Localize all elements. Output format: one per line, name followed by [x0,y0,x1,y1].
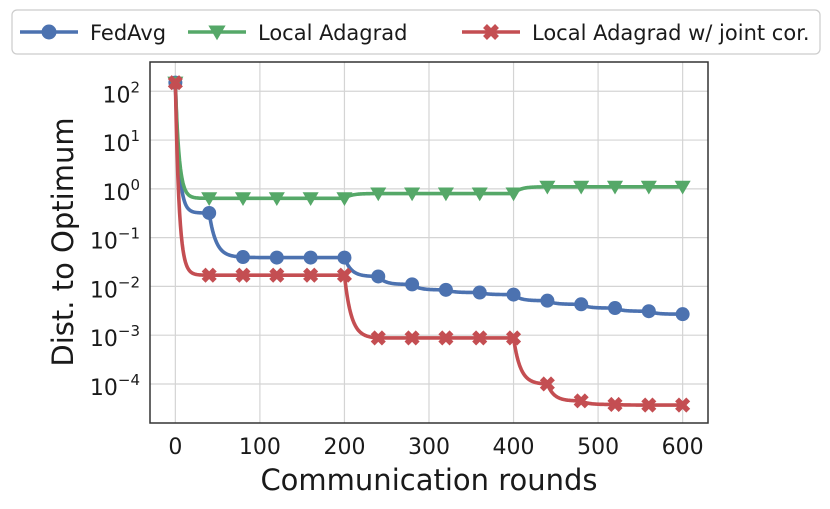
data-point [236,250,250,265]
y-tick-label: 100 [102,176,140,206]
data-point [404,187,421,202]
data-point [437,187,454,202]
series-line [173,82,684,316]
data-point [573,180,590,195]
data-point [574,297,589,312]
x-tick-label: 0 [168,435,182,460]
series-2 [167,75,691,413]
data-point [370,187,387,202]
grid [150,62,708,423]
x-tick-label: 400 [493,435,535,460]
legend-label: Local Adagrad w/ joint cor. [532,21,810,45]
data-point [506,287,521,302]
data-point [235,267,251,283]
x-tick-label: 300 [408,435,450,460]
data-point [269,250,284,265]
data-point [606,180,624,195]
data-point [608,301,622,316]
data-point [201,267,217,283]
data-point [337,250,352,265]
data-point [370,330,386,346]
x-tick-labels: 0 100 200 300 400 500 600 [168,435,703,460]
y-tick-label: 10−4 [90,371,140,401]
y-axis-label: Dist. to Optimum [46,117,80,366]
data-point [472,285,487,300]
legend-marker [483,24,499,40]
series-line [173,82,684,201]
data-point [539,180,556,195]
data-point [472,330,488,346]
y-tick-label: 101 [102,127,140,157]
data-point [438,282,453,297]
legend: FedAvg Local Adagrad Local Adagrad w/ join… [11,9,821,55]
data-point [640,180,657,195]
data-point [336,192,353,206]
legend-label: Local Adagrad [258,21,407,45]
y-tick-label: 102 [102,78,140,108]
data-point [302,192,319,206]
data-point [404,330,420,346]
y-tick-labels: 102 101 100 10−1 10−2 10−3 10−4 [90,78,140,401]
data-point [641,304,656,319]
data-point [371,269,386,284]
data-point [268,192,285,206]
plot-frame [149,61,709,424]
data-point [573,393,589,409]
data-point [540,293,555,308]
data-point [336,267,352,283]
data-point [539,376,555,392]
series-line [173,82,684,407]
data-point [303,250,318,265]
legend-marker [41,24,57,40]
data-point [303,267,319,283]
data-point [471,187,488,202]
legend-box [11,9,821,55]
legend-marker [208,25,226,41]
data-point [438,330,454,346]
data-point [201,192,218,206]
series-layer [167,75,691,413]
x-tick-label: 600 [662,435,704,460]
data-point [505,187,522,202]
x-axis-label: Communication rounds [260,463,597,497]
legend-label: FedAvg [90,21,166,45]
y-tick-label: 10−3 [90,322,140,352]
data-point [167,75,183,91]
y-tick-label: 10−2 [90,273,140,303]
data-point [675,307,690,322]
data-point [675,397,691,413]
data-point [202,205,217,220]
x-tick-label: 500 [577,435,619,460]
data-point [506,330,522,346]
x-tick-label: 200 [323,435,365,460]
x-tick-label: 100 [239,435,281,460]
y-tick-label: 10−1 [90,225,140,255]
data-point [405,277,420,292]
data-point [674,180,691,195]
data-point [607,396,623,413]
data-point [641,397,657,413]
data-point [269,267,285,283]
data-point [234,192,252,206]
